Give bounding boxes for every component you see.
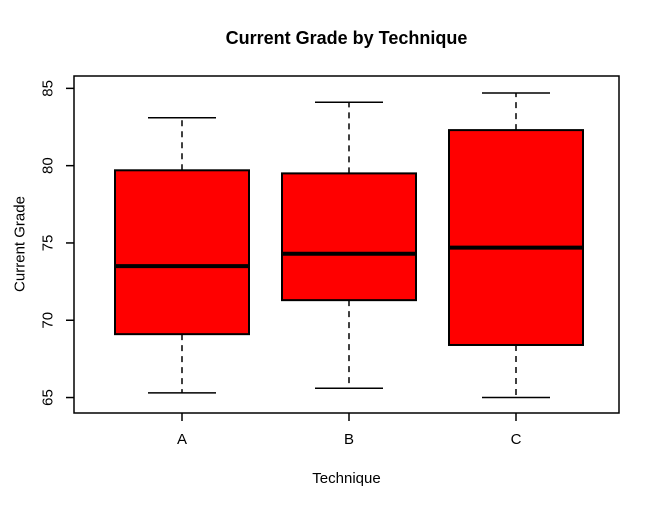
box-C bbox=[448, 129, 584, 346]
x-tick-label: A bbox=[177, 431, 187, 448]
x-tick-label: C bbox=[511, 431, 522, 448]
box-A bbox=[114, 169, 250, 336]
box-B bbox=[281, 172, 417, 302]
y-tick-label: 85 bbox=[40, 80, 57, 97]
plot-border bbox=[73, 75, 620, 414]
y-tick-label: 65 bbox=[40, 389, 57, 406]
x-tick-label: B bbox=[344, 431, 354, 448]
chart-title: Current Grade by Technique bbox=[225, 28, 468, 48]
y-tick-label: 70 bbox=[40, 312, 57, 329]
y-tick-label: 80 bbox=[40, 157, 57, 174]
y-tick-label: 75 bbox=[40, 235, 57, 252]
x-axis-label: Technique bbox=[312, 470, 381, 487]
